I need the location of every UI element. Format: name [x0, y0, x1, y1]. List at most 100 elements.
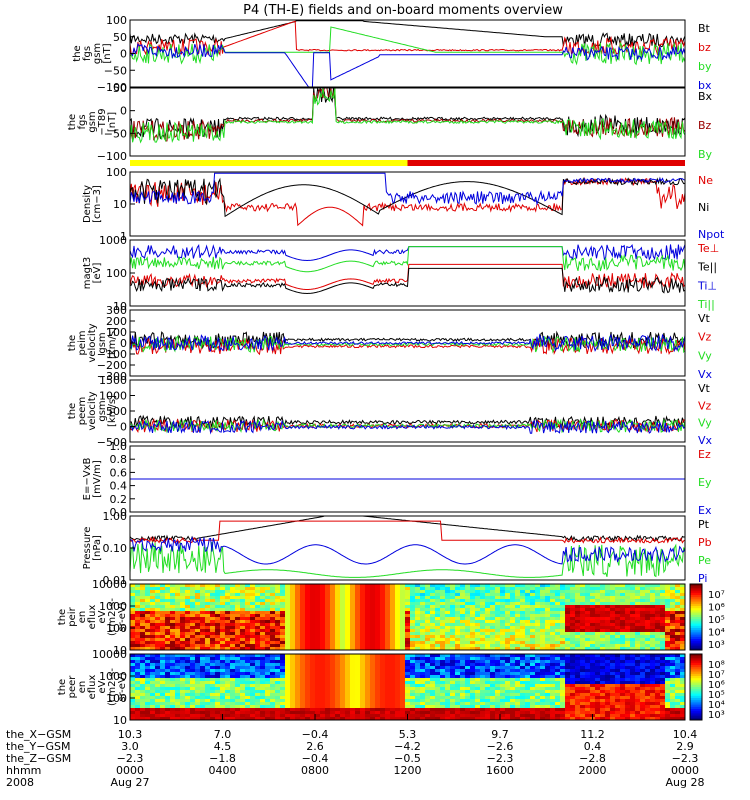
peir-spectrogram-cell [385, 584, 391, 588]
peir-spectrogram-cell [160, 638, 166, 642]
peir-spectrogram-cell [520, 626, 526, 630]
peer-spectrogram-cell [415, 696, 421, 700]
peir-spectrogram-cell [675, 644, 681, 648]
peer-spectrogram-cell [175, 708, 181, 712]
peer-spectrogram-cell [255, 681, 261, 685]
peer-spectrogram-cell [285, 693, 291, 697]
peer-spectrogram-cell [525, 690, 531, 694]
peim-velocity-ytick-label: −100 [97, 348, 127, 361]
peir-spectrogram-cell [290, 635, 296, 639]
peer-spectrogram-cell [270, 672, 276, 676]
peer-spectrogram-cell [555, 660, 561, 664]
peer-spectrogram-cell [480, 678, 486, 682]
peir-spectrogram-cell [675, 647, 681, 651]
peir-spectrogram-cell [195, 620, 201, 624]
peer-spectrogram-cell [520, 681, 526, 685]
peer-spectrogram-cell [200, 696, 206, 700]
peer-spectrogram-cell [265, 657, 271, 661]
peer-spectrogram-cell [525, 663, 531, 667]
peer-spectrogram-cell [645, 687, 651, 691]
peer-spectrogram-cell [285, 699, 291, 703]
peir-spectrogram-cell [155, 638, 161, 642]
peir-spectrogram-cell [475, 587, 481, 591]
peir-spectrogram-cell [645, 641, 651, 645]
peer-spectrogram-cell [485, 708, 491, 712]
peir-spectrogram-cell [550, 644, 556, 648]
peir-spectrogram-cell [575, 626, 581, 630]
peir-spectrogram-cell [335, 617, 341, 621]
peir-spectrogram-cell [135, 632, 141, 636]
peer-spectrogram-cell [450, 714, 456, 718]
peer-spectrogram-cell [170, 657, 176, 661]
peir-spectrogram-cell [475, 629, 481, 633]
peer-spectrogram-cell [635, 702, 641, 706]
peir-spectrogram-colorbar-frame [689, 583, 703, 651]
peir-spectrogram-cell [460, 608, 466, 612]
peir-spectrogram-cell [625, 587, 631, 591]
peer-spectrogram-cell [215, 696, 221, 700]
peer-spectrogram-cell [650, 702, 656, 706]
peir-spectrogram-cell [390, 644, 396, 648]
peir-spectrogram-cell [440, 644, 446, 648]
peer-spectrogram-cell [280, 672, 286, 676]
peir-spectrogram-cell [675, 593, 681, 597]
peir-spectrogram-cell [515, 620, 521, 624]
peer-spectrogram-cell [570, 684, 576, 688]
peer-spectrogram-cell [625, 669, 631, 673]
peir-spectrogram-cell [405, 614, 411, 618]
peer-spectrogram-cell [590, 708, 596, 712]
peer-spectrogram-cell [430, 702, 436, 706]
peim-velocity-ytick-label: 300 [106, 304, 127, 317]
peir-spectrogram-cell [135, 593, 141, 597]
peir-spectrogram-cell [315, 635, 321, 639]
peir-spectrogram-cell [585, 635, 591, 639]
peir-spectrogram-cell [490, 596, 496, 600]
peer-spectrogram-cell [305, 684, 311, 688]
peir-spectrogram-cell [665, 620, 671, 624]
peir-spectrogram-cell [225, 611, 231, 615]
peir-spectrogram-cell [245, 632, 251, 636]
peir-spectrogram-cell [670, 638, 676, 642]
peer-spectrogram-cell [360, 702, 366, 706]
peir-spectrogram-cell [130, 584, 136, 588]
temperature-series-Ti|| [129, 246, 686, 273]
peir-spectrogram-cell [175, 647, 181, 651]
peir-spectrogram-cell [380, 644, 386, 648]
peer-spectrogram-cell [325, 654, 331, 658]
peir-spectrogram-cell [425, 647, 431, 651]
peir-spectrogram-cell [285, 623, 291, 627]
peer-spectrogram-cell [620, 687, 626, 691]
peir-spectrogram-cell [575, 584, 581, 588]
peer-spectrogram-cell [290, 678, 296, 682]
peer-spectrogram-cell [530, 711, 536, 715]
peir-spectrogram-cell [385, 614, 391, 618]
peer-spectrogram-cell [570, 657, 576, 661]
peer-spectrogram-cell [425, 678, 431, 682]
peer-spectrogram-cell [245, 669, 251, 673]
peir-spectrogram-cell [200, 629, 206, 633]
peir-spectrogram-cell [490, 614, 496, 618]
peir-spectrogram-cell [445, 611, 451, 615]
peir-spectrogram-cell [145, 629, 151, 633]
peer-spectrogram-cell [330, 714, 336, 718]
peer-spectrogram-cell [560, 675, 566, 679]
peir-spectrogram-cell [445, 623, 451, 627]
peir-spectrogram-cell [520, 632, 526, 636]
peir-spectrogram-cell [475, 638, 481, 642]
peir-spectrogram-cell [515, 626, 521, 630]
peir-spectrogram-cell [405, 608, 411, 612]
peer-spectrogram-cell [330, 654, 336, 658]
peem-velocity-ytick-label: 500 [106, 405, 127, 418]
peir-spectrogram-cell [545, 593, 551, 597]
peir-spectrogram-cell [185, 611, 191, 615]
peer-spectrogram-cell [635, 663, 641, 667]
peer-spectrogram-cell [645, 717, 651, 721]
peir-spectrogram-cell [465, 647, 471, 651]
peir-spectrogram-cell [215, 596, 221, 600]
peer-spectrogram-cell [625, 660, 631, 664]
peer-spectrogram-cell [205, 672, 211, 676]
peir-spectrogram-cell [175, 605, 181, 609]
peir-spectrogram-cell [210, 602, 216, 606]
peer-spectrogram-cell [465, 678, 471, 682]
